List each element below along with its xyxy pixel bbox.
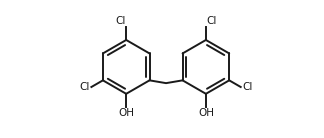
Text: Cl: Cl: [115, 16, 126, 26]
Text: Cl: Cl: [79, 82, 90, 92]
Text: Cl: Cl: [206, 16, 217, 26]
Text: Cl: Cl: [242, 82, 253, 92]
Text: OH: OH: [118, 108, 134, 118]
Text: OH: OH: [198, 108, 214, 118]
